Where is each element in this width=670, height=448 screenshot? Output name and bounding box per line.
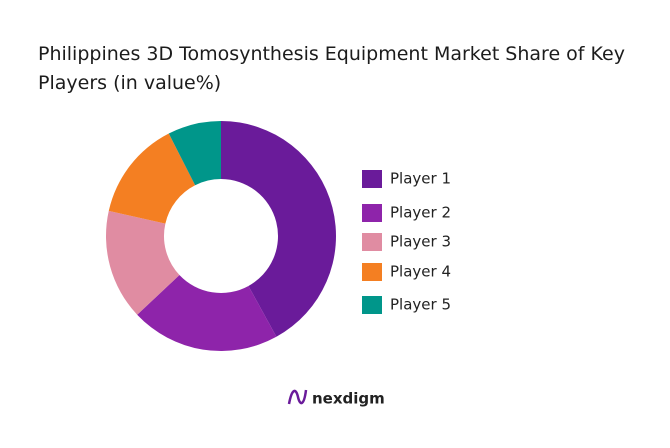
- slice: [221, 121, 336, 337]
- legend-swatch: [362, 263, 382, 281]
- legend-label: Player 1: [390, 170, 451, 188]
- slice: [105, 210, 180, 315]
- slice: [108, 133, 196, 224]
- legend-label: Player 2: [390, 204, 451, 222]
- legend-swatch: [362, 233, 382, 251]
- legend-swatch: [362, 296, 382, 314]
- logo-mark: [287, 389, 308, 405]
- logo-icon: [287, 389, 308, 405]
- brand: nexdigm: [312, 390, 385, 408]
- legend-label: Player 4: [390, 263, 451, 281]
- legend-swatch: [362, 204, 382, 222]
- chart-title: Philippines 3D Tomosynthesis Equipment M…: [38, 43, 625, 94]
- legend-swatch: [362, 170, 382, 188]
- slice: [168, 121, 221, 186]
- legend-label: Player 3: [390, 233, 451, 251]
- legend-label: Player 5: [390, 296, 451, 314]
- slice: [137, 275, 277, 351]
